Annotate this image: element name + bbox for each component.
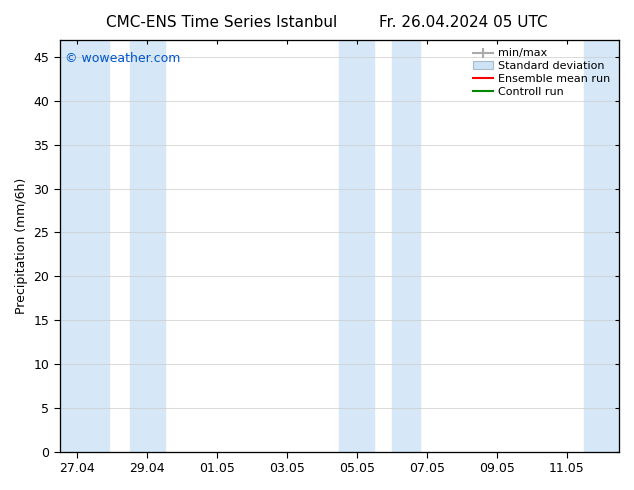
Bar <box>339 40 374 452</box>
Legend: min/max, Standard deviation, Ensemble mean run, Controll run: min/max, Standard deviation, Ensemble me… <box>470 45 614 100</box>
Text: © woweather.com: © woweather.com <box>65 52 181 65</box>
Bar <box>130 40 165 452</box>
Text: CMC-ENS Time Series Istanbul: CMC-ENS Time Series Istanbul <box>107 15 337 30</box>
Y-axis label: Precipitation (mm/6h): Precipitation (mm/6h) <box>15 177 28 314</box>
Bar <box>60 40 109 452</box>
Bar <box>392 40 420 452</box>
Bar <box>584 40 619 452</box>
Text: Fr. 26.04.2024 05 UTC: Fr. 26.04.2024 05 UTC <box>378 15 547 30</box>
